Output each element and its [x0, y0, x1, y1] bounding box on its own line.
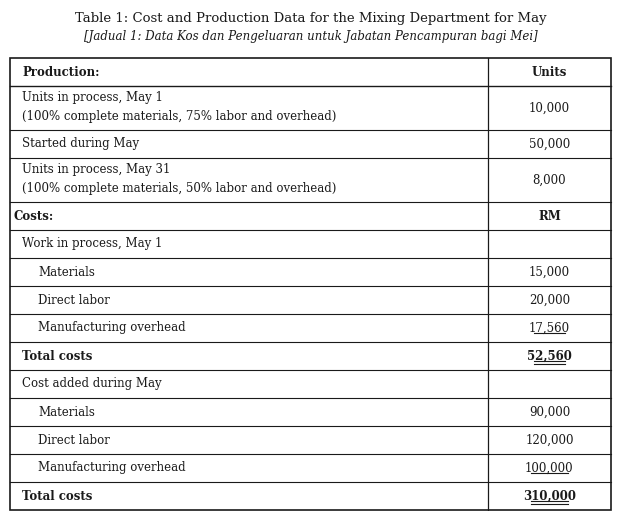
Text: Total costs: Total costs: [22, 490, 93, 502]
Text: 100,000: 100,000: [525, 461, 574, 475]
Text: Materials: Materials: [38, 266, 95, 278]
Text: 15,000: 15,000: [529, 266, 570, 278]
Text: RM: RM: [538, 210, 561, 222]
Text: (100% complete materials, 75% labor and overhead): (100% complete materials, 75% labor and …: [22, 110, 337, 123]
Text: Units: Units: [532, 65, 567, 79]
Bar: [10, 58, 611, 510]
Text: 50,000: 50,000: [528, 137, 570, 151]
Text: Direct labor: Direct labor: [38, 293, 110, 307]
Text: Production:: Production:: [22, 65, 99, 79]
Text: Units in process, May 1: Units in process, May 1: [22, 91, 163, 104]
Text: 20,000: 20,000: [529, 293, 570, 307]
Text: (100% complete materials, 50% labor and overhead): (100% complete materials, 50% labor and …: [22, 182, 337, 195]
Text: Units in process, May 31: Units in process, May 31: [22, 164, 170, 176]
Text: Total costs: Total costs: [22, 350, 93, 362]
Text: 310,000: 310,000: [523, 490, 576, 502]
Text: Manufacturing overhead: Manufacturing overhead: [38, 461, 186, 475]
Text: Cost added during May: Cost added during May: [22, 378, 161, 390]
Text: Started during May: Started during May: [22, 137, 139, 151]
Text: Manufacturing overhead: Manufacturing overhead: [38, 321, 186, 335]
Text: 8,000: 8,000: [533, 174, 566, 187]
Text: Costs:: Costs:: [14, 210, 54, 222]
Text: Work in process, May 1: Work in process, May 1: [22, 238, 162, 250]
Text: 52,560: 52,560: [527, 350, 572, 362]
Text: Table 1: Cost and Production Data for the Mixing Department for May: Table 1: Cost and Production Data for th…: [75, 12, 546, 25]
Text: [Jadual 1: Data Kos dan Pengeluaran untuk Jabatan Pencampuran bagi Mei]: [Jadual 1: Data Kos dan Pengeluaran untu…: [84, 30, 537, 43]
Text: 10,000: 10,000: [529, 102, 570, 114]
Text: 17,560: 17,560: [529, 321, 570, 335]
Text: Direct labor: Direct labor: [38, 433, 110, 447]
Text: 120,000: 120,000: [525, 433, 574, 447]
Text: 90,000: 90,000: [528, 406, 570, 419]
Text: Materials: Materials: [38, 406, 95, 419]
